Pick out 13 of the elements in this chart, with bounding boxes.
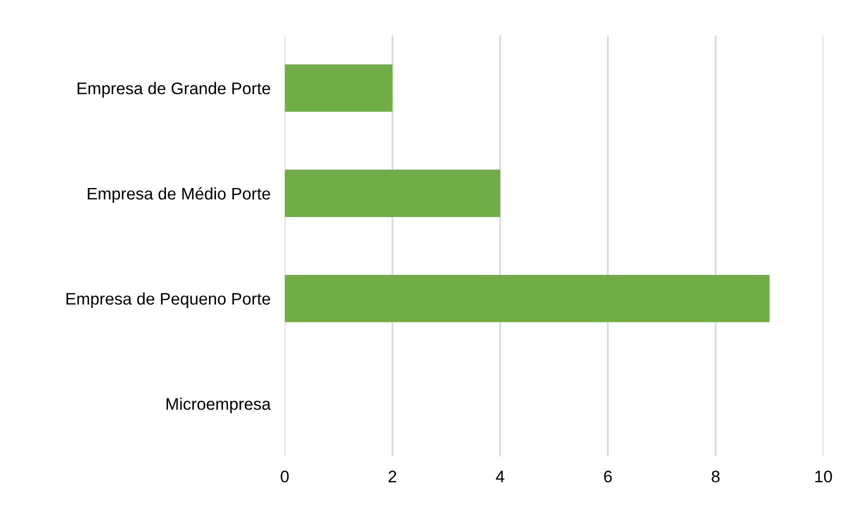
x-tick-label: 8: [712, 470, 720, 482]
x-tick-label: 10: [815, 470, 832, 482]
x-tick-label: 4: [496, 470, 504, 482]
x-tick-label: 6: [604, 470, 612, 482]
x-tick-label: 2: [388, 470, 396, 482]
y-tick-label: Empresa de Médio Porte: [88, 187, 270, 203]
bar: [284, 274, 770, 322]
y-tick-label: Microempresa: [166, 398, 271, 414]
bar: [284, 170, 500, 217]
x-tick-label: 0: [280, 470, 289, 482]
bar: [284, 64, 392, 112]
y-tick-label: Empresa de Pequeno Porte: [66, 292, 270, 308]
y-tick-label: Empresa de Grande Porte: [78, 82, 270, 98]
